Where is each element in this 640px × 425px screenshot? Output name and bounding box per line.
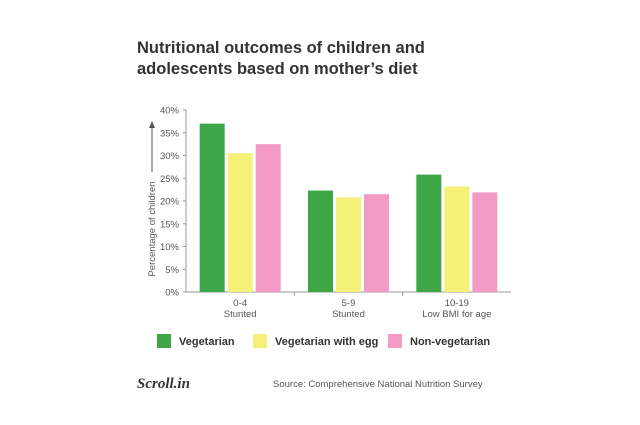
legend-label: Vegetarian (179, 336, 235, 348)
chart-legend: Vegetarian Vegetarian with egg Non-vegetar… (157, 334, 490, 348)
x-category-label: 10-19 (445, 298, 469, 309)
bar-vegetarian (199, 123, 225, 293)
x-category-sublabel: Stunted (332, 309, 365, 320)
chart-title-line-1: Nutritional outcomes of children and (137, 39, 425, 57)
bar-non-vegetarian (255, 144, 281, 292)
x-category-sublabel: Low BMI for age (422, 309, 491, 320)
y-tick-label: 15% (160, 219, 180, 230)
y-axis-title: Percentage of children (147, 181, 158, 276)
y-tick-label: 40% (160, 106, 180, 117)
scroll-logo-text: Scroll.in (137, 376, 190, 392)
x-category-label: 5-9 (342, 298, 356, 309)
bar-non-vegetarian (472, 192, 498, 292)
y-tick-label: 5% (165, 265, 179, 276)
y-tick-label: 0% (165, 288, 179, 299)
x-category-label: 0-4 (233, 298, 247, 309)
source-note: Source: Comprehensive National Nutrition… (273, 379, 483, 390)
y-tick-label: 25% (160, 174, 180, 185)
x-category-sublabel: Stunted (224, 309, 257, 320)
bar-vegetarian (308, 190, 333, 292)
y-tick-label: 35% (160, 128, 180, 139)
y-axis-arrowhead (149, 121, 155, 128)
y-tick-label: 30% (160, 151, 180, 162)
y-tick-label: 20% (160, 197, 180, 208)
legend-label: Non-vegetarian (410, 336, 490, 348)
chart-title-line-2: adolescents based on mother’s diet (137, 60, 418, 78)
bar-vegetarian (416, 174, 442, 292)
bar-vegetarian-with-egg (444, 186, 470, 292)
chart-title: Nutritional outcomes of children and ado… (137, 38, 517, 80)
legend-swatch (253, 334, 267, 348)
legend-swatch (157, 334, 171, 348)
bar-vegetarian-with-egg (336, 197, 361, 292)
bar-vegetarian-with-egg (227, 153, 253, 292)
legend-swatch (388, 334, 402, 348)
legend-label: Vegetarian with egg (275, 336, 378, 348)
scroll-logo: Scroll.in (137, 376, 190, 392)
chart-bars (199, 123, 498, 293)
bar-non-vegetarian (364, 194, 389, 292)
y-tick-label: 10% (160, 242, 180, 253)
